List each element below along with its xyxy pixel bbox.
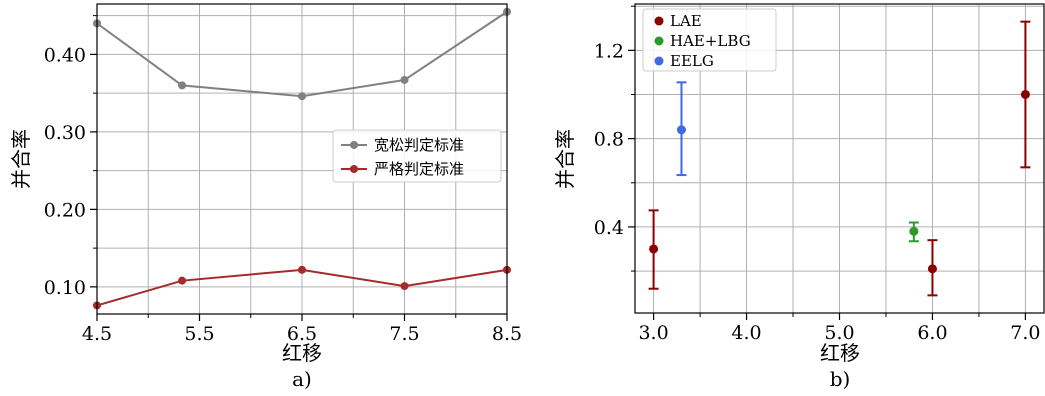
y-tick-label: 0.40	[44, 44, 86, 66]
panel-a-legend: 宽松判定标准 严格判定标准	[332, 129, 502, 183]
panel-b: 3.0 4.0 5.0 6.0 7.0 0.4 0.8 1.2 LAE HAE+LBG EEL…	[553, 3, 1045, 391]
panel-a: 4.5 5.5 6.5 7.5 8.5 0.10 0.20 0.30 0.40 宽松判定标准 严…	[9, 3, 522, 391]
panel-b-ticks: 3.0 4.0 5.0 6.0 7.0 0.4 0.8 1.2	[594, 5, 1041, 344]
y-tick-label: 0.10	[44, 277, 86, 299]
data-point-hae-lbg	[909, 226, 919, 236]
x-tick-label: 7.5	[389, 323, 419, 345]
x-tick-label: 6.0	[917, 322, 947, 344]
panel-a-legend-box	[332, 129, 502, 183]
data-point-lae	[1020, 89, 1030, 99]
y-tick-label: 0.8	[594, 129, 624, 151]
legend-label-loose: 宽松判定标准	[374, 136, 464, 154]
data-point-eelg	[676, 125, 686, 135]
x-tick-label: 4.5	[82, 323, 112, 345]
legend-label-eelg: EELG	[670, 52, 714, 70]
legend-marker-lae	[654, 16, 664, 26]
legend-label-strict: 严格判定标准	[374, 160, 464, 178]
x-tick-label: 5.0	[824, 322, 854, 344]
legend-marker-eelg	[654, 56, 664, 66]
legend-marker-hae-lbg	[654, 36, 664, 46]
data-point-lae	[927, 264, 937, 274]
panel-a-x-axis-label: 红移	[282, 341, 322, 365]
y-tick-label: 1.2	[594, 40, 624, 62]
panel-a-y-axis-label: 并合率	[9, 129, 33, 189]
panel-b-legend: LAE HAE+LBG EELG	[642, 8, 777, 72]
panel-b-legend-box	[642, 8, 777, 72]
panel-b-x-axis-label: 红移	[820, 341, 860, 365]
data-point	[178, 81, 187, 90]
panel-b-y-axis-label: 并合率	[553, 129, 577, 189]
data-point	[298, 265, 306, 274]
y-tick-label: 0.20	[44, 199, 86, 221]
y-tick-label: 0.4	[594, 217, 624, 239]
legend-label-hae-lbg: HAE+LBG	[670, 32, 751, 50]
x-tick-label: 3.0	[638, 322, 668, 344]
legend-marker-loose	[350, 141, 358, 149]
data-point	[178, 276, 187, 285]
data-point	[298, 92, 306, 101]
legend-marker-strict	[350, 165, 358, 173]
x-tick-label: 5.5	[184, 323, 214, 345]
panel-a-caption-label: a)	[292, 367, 312, 391]
x-tick-label: 4.0	[731, 322, 761, 344]
data-point	[400, 282, 409, 291]
data-point-lae	[649, 244, 659, 254]
x-tick-label: 8.5	[492, 323, 522, 345]
panel-a-ticks: 4.5 5.5 6.5 7.5 8.5 0.10 0.20 0.30 0.40	[44, 15, 522, 345]
data-point	[400, 75, 409, 84]
y-tick-label: 0.30	[44, 122, 86, 144]
x-tick-label: 7.0	[1010, 322, 1040, 344]
panel-b-series	[648, 20, 1031, 297]
panel-a-series	[93, 7, 511, 310]
x-tick-label: 6.5	[287, 323, 317, 345]
panel-b-caption-label: b)	[830, 367, 851, 391]
legend-label-lae: LAE	[670, 12, 702, 30]
